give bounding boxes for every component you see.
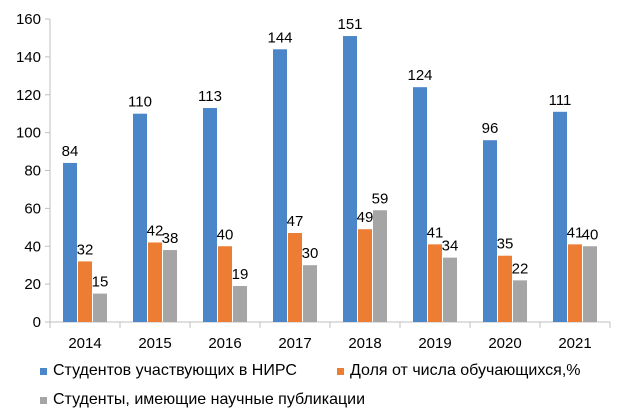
data-label: 42	[147, 222, 164, 239]
y-tick-label: 120	[16, 87, 41, 104]
bar-publications	[583, 246, 597, 322]
data-label: 47	[287, 213, 304, 230]
data-label: 49	[357, 209, 374, 226]
bar-share	[78, 261, 92, 322]
data-label: 40	[217, 226, 234, 243]
data-label: 34	[442, 238, 459, 255]
bar-students	[203, 108, 217, 322]
data-labels: 8432151104238113401914447301514959124413…	[62, 16, 599, 291]
data-label: 124	[407, 67, 432, 84]
bar-students	[133, 113, 147, 322]
y-tick-label: 60	[24, 200, 41, 217]
bar-share	[148, 242, 162, 322]
data-label: 41	[427, 224, 444, 241]
legend-item-share: Доля от числа обучающихся,%	[337, 362, 580, 380]
data-label: 35	[497, 236, 514, 253]
bar-publications	[373, 210, 387, 322]
bar-students	[63, 162, 77, 322]
x-tick-label: 2021	[558, 335, 591, 352]
bar-publications	[513, 280, 527, 322]
bar-share	[288, 232, 302, 322]
y-tick-label: 160	[16, 11, 41, 28]
data-label: 41	[567, 224, 584, 241]
data-label: 144	[267, 29, 292, 46]
data-label: 111	[549, 92, 572, 109]
data-label: 40	[582, 226, 599, 243]
bar-share	[568, 244, 582, 322]
legend-item-publications: Студенты, имеющие научные публикации	[40, 391, 365, 409]
data-label: 151	[337, 16, 362, 33]
data-label: 38	[162, 230, 179, 247]
legend-item-students: Студентов участвующих в НИРС	[40, 362, 297, 380]
bar-share	[218, 246, 232, 322]
x-tick-label: 2019	[418, 335, 451, 352]
x-tick-label: 2014	[68, 335, 101, 352]
legend-swatch-publications	[40, 396, 47, 404]
legend-label-students: Студентов участвующих в НИРС	[53, 362, 297, 379]
bar-publications	[163, 250, 177, 322]
legend-swatch-students	[40, 367, 47, 375]
legend-label-share: Доля от числа обучающихся,%	[350, 362, 581, 379]
x-tick-label: 2016	[208, 335, 241, 352]
data-label: 15	[92, 274, 109, 291]
y-tick-label: 40	[24, 238, 41, 255]
y-axis: 0 20 40 60 80 100 120 140 160	[16, 11, 51, 331]
data-label: 84	[62, 143, 79, 160]
bar-publications	[233, 286, 247, 322]
bars	[63, 36, 597, 323]
bar-share	[358, 229, 372, 322]
bar-students	[343, 36, 357, 322]
data-label: 30	[302, 245, 319, 262]
bar-students	[483, 140, 497, 322]
x-tick-label: 2018	[348, 335, 381, 352]
data-label: 32	[77, 241, 94, 258]
y-tick-label: 100	[16, 125, 41, 142]
data-label: 22	[512, 260, 529, 277]
y-tick-label: 80	[24, 163, 41, 180]
legend-swatch-share	[337, 367, 344, 375]
bar-students	[553, 111, 567, 322]
y-tick-label: 20	[24, 276, 41, 293]
data-label: 59	[372, 190, 389, 207]
y-tick-label: 140	[16, 49, 41, 66]
bar-publications	[303, 265, 317, 322]
bar-publications	[443, 257, 457, 322]
data-label: 113	[198, 88, 222, 105]
x-tick-label: 2015	[138, 335, 171, 352]
x-tick-label: 2020	[488, 335, 521, 352]
data-label: 96	[482, 120, 499, 137]
data-label: 110	[128, 94, 152, 111]
legend-label-publications: Студенты, имеющие научные публикации	[53, 391, 366, 408]
x-tick-label: 2017	[278, 335, 311, 352]
bar-students	[413, 87, 427, 322]
bar-students	[273, 49, 287, 323]
y-tick-label: 0	[33, 314, 41, 331]
data-label: 19	[232, 266, 249, 283]
bar-publications	[93, 293, 107, 322]
bar-share	[428, 244, 442, 322]
x-axis: 2014 2015 2016 2017 2018 2019 2020 2021	[49, 321, 611, 352]
bar-share	[498, 255, 512, 322]
